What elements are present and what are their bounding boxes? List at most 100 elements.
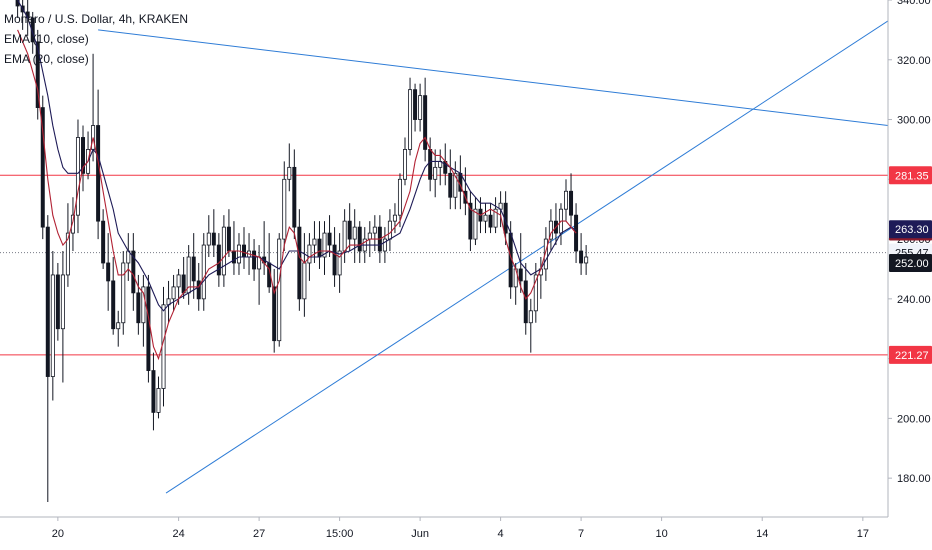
candle-body xyxy=(106,262,111,282)
candle-body xyxy=(201,244,206,300)
candle-body xyxy=(543,238,548,270)
candle-body xyxy=(317,238,322,258)
candle-body xyxy=(55,274,60,330)
candle-body xyxy=(116,322,121,330)
symbol-title: Monero / U.S. Dollar, 4h, KRAKEN xyxy=(4,12,189,26)
candle-body xyxy=(226,226,231,252)
candle-body xyxy=(242,244,247,258)
candle-body xyxy=(483,214,488,222)
candle-body xyxy=(564,190,569,210)
candle-body xyxy=(397,178,402,216)
candle-body xyxy=(206,232,211,246)
candle-body xyxy=(211,232,216,246)
candle-body xyxy=(292,166,297,228)
candle-body xyxy=(287,166,292,180)
candle-body xyxy=(392,214,397,222)
x-tick-label: 4 xyxy=(498,528,504,540)
x-tick-label: 7 xyxy=(578,528,584,540)
level-badge: 221.27 xyxy=(895,350,929,362)
ema-badge: 263.30 xyxy=(895,224,929,236)
candle-body xyxy=(176,274,181,288)
candle-body xyxy=(418,95,423,120)
candle-body xyxy=(236,244,241,264)
candle-body xyxy=(403,149,408,180)
x-tick-label: 24 xyxy=(172,528,184,540)
candle-body xyxy=(433,166,438,180)
candle-body xyxy=(342,220,347,252)
candle-body xyxy=(252,250,257,270)
candle-body xyxy=(548,220,553,240)
candle-body xyxy=(35,41,40,108)
y-tick-label: 180.00 xyxy=(897,473,931,485)
level-badge-bg xyxy=(889,345,932,364)
ema20-line xyxy=(17,0,577,312)
candle-body xyxy=(75,137,80,216)
candle-body xyxy=(191,256,196,282)
candle-body xyxy=(141,286,146,324)
candle-body xyxy=(302,262,307,300)
y-tick-label: 340.00 xyxy=(897,0,931,7)
candle-body xyxy=(569,190,574,216)
candle-body xyxy=(272,286,277,342)
candle-body xyxy=(70,214,75,234)
candle-body xyxy=(352,226,357,240)
candle-body xyxy=(533,274,538,312)
candle-body xyxy=(111,280,116,330)
candle-body xyxy=(312,238,317,246)
candle-body xyxy=(45,226,50,377)
candle-body xyxy=(131,250,136,294)
candle-body xyxy=(50,274,55,377)
candle-body xyxy=(65,232,70,276)
ema-badge-bg xyxy=(889,220,932,239)
candle-body xyxy=(357,226,362,252)
candle-body xyxy=(156,388,161,413)
candle-body xyxy=(81,137,86,174)
candle-body xyxy=(277,238,282,342)
candle-body xyxy=(216,244,221,276)
candle-body xyxy=(332,244,337,276)
candle-body xyxy=(40,107,45,228)
x-tick-label: Jun xyxy=(411,528,429,540)
x-tick-label: 27 xyxy=(253,528,265,540)
candle-body xyxy=(307,244,312,264)
ema10-line xyxy=(17,29,577,361)
candle-body xyxy=(221,226,226,276)
candle-body xyxy=(337,250,342,276)
candle-body xyxy=(382,238,387,252)
candle-body xyxy=(413,89,418,120)
candle-body xyxy=(584,256,589,264)
y-tick-label: 320.00 xyxy=(897,55,931,67)
candle-body xyxy=(297,226,302,300)
candle-body xyxy=(327,232,332,246)
candle-body xyxy=(347,220,352,240)
chart-legend: Monero / U.S. Dollar, 4h, KRAKEN EMA (10… xyxy=(4,9,188,69)
candle-body xyxy=(282,178,287,240)
candle-body xyxy=(468,202,473,240)
level-badge-bg xyxy=(889,166,932,185)
candle-body xyxy=(518,268,523,282)
level-badge: 281.35 xyxy=(895,170,929,182)
candle-body xyxy=(136,292,141,324)
candle-body xyxy=(196,280,201,300)
candle-body xyxy=(30,17,35,43)
y-tick-label: 200.00 xyxy=(897,413,931,425)
candle-body xyxy=(322,232,327,258)
candle-body xyxy=(146,286,151,371)
candle-body xyxy=(101,220,106,264)
candle-body xyxy=(151,370,156,413)
x-tick-label: 10 xyxy=(655,528,667,540)
y-tick-label: 300.00 xyxy=(897,115,931,127)
x-tick-label: 14 xyxy=(756,528,768,540)
candle-body xyxy=(423,95,428,150)
candle-body xyxy=(523,280,528,324)
candle-body xyxy=(473,208,478,240)
current-price-badge-bg xyxy=(889,253,932,272)
x-tick-label: 17 xyxy=(857,528,869,540)
candle-body xyxy=(121,262,126,324)
candle-body xyxy=(181,274,186,294)
trendline xyxy=(98,29,888,127)
ema10-legend: EMA (10, close) xyxy=(4,32,89,46)
candle-body xyxy=(493,208,498,228)
y-tick-label: 240.00 xyxy=(897,294,931,306)
